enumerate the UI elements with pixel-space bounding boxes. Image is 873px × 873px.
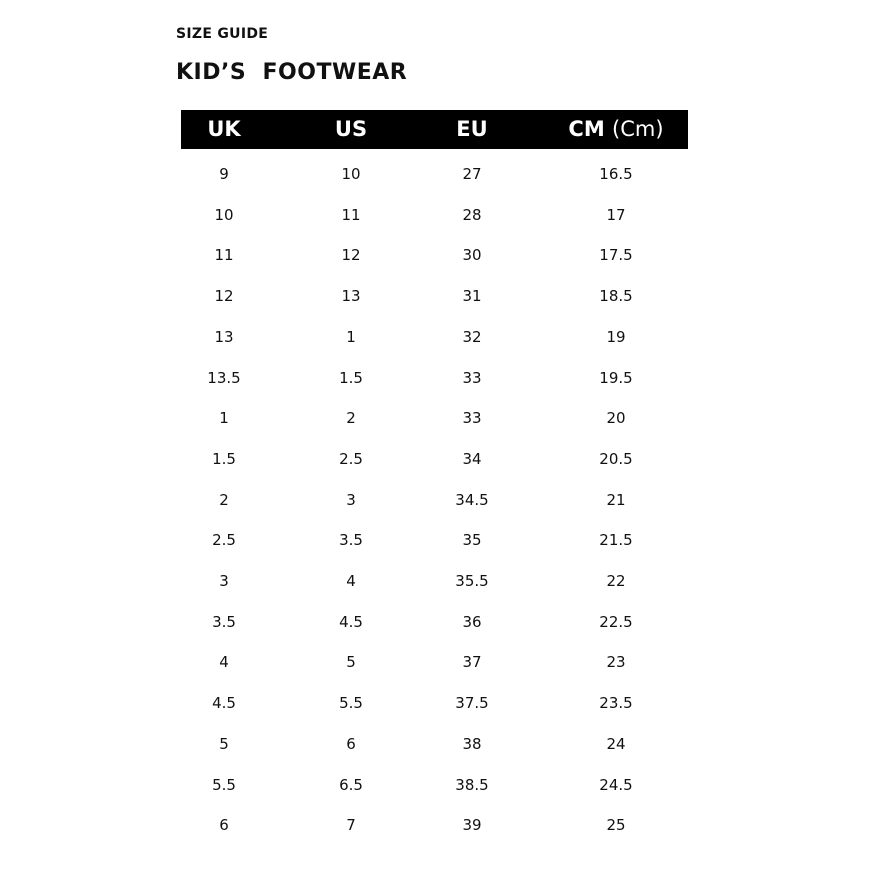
cell-us: 7 [346, 816, 356, 835]
cell-eu: 27 [462, 165, 482, 183]
cell-us: 3.5 [339, 531, 363, 550]
cell-eu: 32 [462, 327, 482, 346]
cell-cm: 16.5 [599, 165, 633, 183]
cell-us: 2 [346, 409, 356, 428]
cell-cm: 23 [606, 653, 626, 672]
header-cm-label: CM [568, 117, 605, 141]
cell-eu: 33 [462, 368, 482, 387]
cell-uk: 5 [219, 734, 229, 753]
cell-uk: 6 [219, 816, 229, 835]
header-us: US [334, 117, 368, 141]
cell-us: 4.5 [339, 612, 363, 631]
cell-uk: 13.5 [207, 368, 241, 387]
cell-uk: 10 [214, 205, 234, 224]
cell-us: 11 [341, 205, 361, 224]
cell-us: 4 [346, 572, 356, 590]
cell-us: 6.5 [339, 775, 363, 794]
cell-cm: 24 [606, 734, 626, 753]
cell-cm: 25 [606, 816, 626, 835]
cell-uk: 4 [219, 653, 229, 672]
cell-cm: 17 [606, 205, 626, 224]
header-cm-unit: (Cm) [612, 117, 664, 141]
cell-cm: 19.5 [599, 368, 633, 387]
cell-eu: 38.5 [455, 775, 489, 794]
cell-cm: 24.5 [599, 775, 633, 794]
cell-eu: 35.5 [455, 572, 489, 590]
cell-eu: 35 [462, 531, 482, 550]
cell-uk: 3.5 [212, 612, 236, 631]
cell-uk: 3 [219, 572, 229, 590]
cell-cm: 23.5 [599, 694, 633, 713]
cell-us: 10 [341, 165, 361, 183]
cell-uk: 2.5 [212, 531, 236, 550]
cell-cm: 20 [606, 409, 626, 428]
size-guide-label: SIZE GUIDE [176, 26, 269, 42]
cell-uk: 11 [214, 246, 234, 265]
cell-us: 2.5 [339, 449, 363, 468]
cell-eu: 37 [462, 653, 482, 672]
cell-eu: 39 [462, 816, 482, 835]
cell-eu: 33 [462, 409, 482, 428]
cell-cm: 21.5 [599, 531, 633, 550]
cell-uk: 2 [219, 490, 229, 509]
cell-eu: 31 [462, 287, 482, 306]
cell-cm: 20.5 [599, 449, 633, 468]
cell-eu: 30 [462, 246, 482, 265]
cell-cm: 22.5 [599, 612, 633, 631]
cell-us: 5 [346, 653, 356, 672]
cell-eu: 38 [462, 734, 482, 753]
page-title: KID’S FOOTWEAR [176, 60, 408, 85]
cell-uk: 1 [219, 409, 229, 428]
cell-uk: 5.5 [212, 775, 236, 794]
cell-eu: 37.5 [455, 694, 489, 713]
cell-eu: 34.5 [455, 490, 489, 509]
cell-uk: 9 [219, 165, 229, 183]
cell-cm: 19 [606, 327, 626, 346]
cell-cm: 17.5 [599, 246, 633, 265]
cell-uk: 1.5 [212, 449, 236, 468]
cell-eu: 34 [462, 449, 482, 468]
cell-cm: 21 [606, 490, 626, 509]
header-cm: CM (Cm) [568, 110, 663, 149]
cell-us: 3 [346, 490, 356, 509]
cell-us: 1.5 [339, 368, 363, 387]
cell-us: 6 [346, 734, 356, 753]
cell-eu: 36 [462, 612, 482, 631]
cell-uk: 4.5 [212, 694, 236, 713]
cell-us: 1 [346, 327, 356, 346]
cell-us: 13 [341, 287, 361, 306]
header-uk: UK [207, 117, 241, 141]
cell-cm: 18.5 [599, 287, 633, 306]
cell-uk: 13 [214, 327, 234, 346]
cell-us: 12 [341, 246, 361, 265]
cell-us: 5.5 [339, 694, 363, 713]
cell-eu: 28 [462, 205, 482, 224]
cell-cm: 22 [606, 572, 626, 590]
cell-uk: 12 [214, 287, 234, 306]
header-eu: EU [456, 117, 488, 141]
table-header: UK US EU CM (Cm) [181, 110, 688, 149]
